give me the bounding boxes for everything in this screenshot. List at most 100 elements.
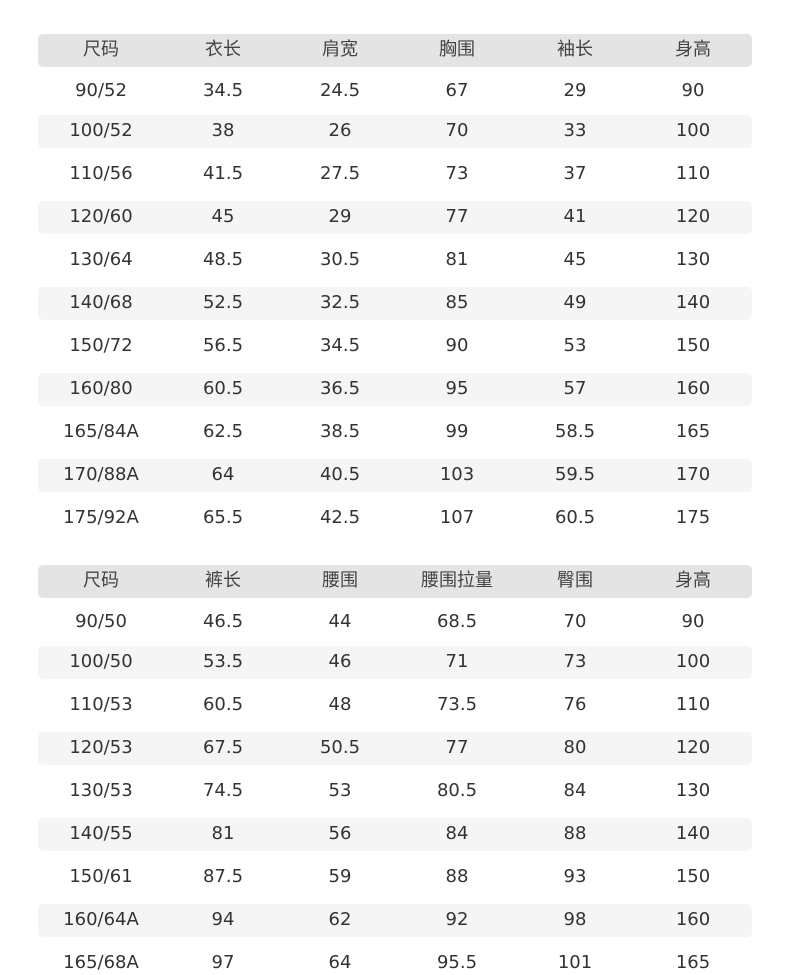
table-cell: 73 (445, 163, 469, 184)
table-cell: 98 (563, 909, 587, 930)
table-cell: 76 (563, 694, 587, 715)
table-cell: 62.5 (202, 421, 244, 442)
table-cell: 81 (211, 823, 235, 844)
table-cell: 90 (681, 80, 705, 101)
table-cell: 80 (563, 737, 587, 758)
table-cell: 95 (445, 378, 469, 399)
row-band (38, 287, 752, 320)
table-cell: 46.5 (202, 611, 244, 632)
table-cell: 52.5 (202, 292, 244, 313)
table-cell: 60.5 (554, 507, 596, 528)
table-cell: 53 (563, 335, 587, 356)
table-cell: 34.5 (319, 335, 361, 356)
header-cell: 臀围 (557, 570, 593, 591)
table-cell: 94 (211, 909, 235, 930)
table-cell: 150 (675, 335, 711, 356)
table-cell: 48 (328, 694, 352, 715)
table-cell: 130/64 (69, 249, 133, 270)
header-cell: 身高 (675, 570, 711, 591)
table-cell: 140 (675, 823, 711, 844)
header-cell: 胸围 (439, 39, 475, 60)
table-cell: 49 (563, 292, 587, 313)
table-cell: 90 (681, 611, 705, 632)
table-cell: 88 (445, 866, 469, 887)
table-cell: 44 (328, 611, 352, 632)
table-cell: 24.5 (319, 80, 361, 101)
table-cell: 100 (675, 651, 711, 672)
table-cell: 93 (563, 866, 587, 887)
table-cell: 77 (445, 737, 469, 758)
table-cell: 53.5 (202, 651, 244, 672)
row-band (38, 459, 752, 492)
table-cell: 175 (675, 507, 711, 528)
table-cell: 67 (445, 80, 469, 101)
table-cell: 150/72 (69, 335, 133, 356)
header-cell: 身高 (675, 39, 711, 60)
table-cell: 73.5 (436, 694, 478, 715)
table-cell: 170 (675, 464, 711, 485)
table-cell: 48.5 (202, 249, 244, 270)
table-header (38, 565, 752, 598)
table-cell: 130 (675, 780, 711, 801)
table-cell: 77 (445, 206, 469, 227)
table-cell: 34.5 (202, 80, 244, 101)
table-cell: 58.5 (554, 421, 596, 442)
table-cell: 160 (675, 909, 711, 930)
table-cell: 160/80 (69, 378, 133, 399)
table-cell: 42.5 (319, 507, 361, 528)
table-cell: 140/68 (69, 292, 133, 313)
row-band (38, 201, 752, 234)
table-cell: 64 (211, 464, 235, 485)
table-cell: 70 (445, 120, 469, 141)
table-cell: 165 (675, 952, 711, 973)
table-cell: 95.5 (436, 952, 478, 973)
table-cell: 120 (675, 737, 711, 758)
table-cell: 165/84A (63, 421, 139, 442)
header-cell: 肩宽 (322, 39, 358, 60)
table-cell: 140 (675, 292, 711, 313)
table-cell: 170/88A (63, 464, 139, 485)
table-cell: 80.5 (436, 780, 478, 801)
table-cell: 32.5 (319, 292, 361, 313)
table-cell: 92 (445, 909, 469, 930)
header-cell: 腰围 (322, 570, 358, 591)
table-cell: 56 (328, 823, 352, 844)
table-cell: 100/52 (69, 120, 133, 141)
table-cell: 38.5 (319, 421, 361, 442)
table-cell: 99 (445, 421, 469, 442)
row-band (38, 818, 752, 851)
table-cell: 160 (675, 378, 711, 399)
row-band (38, 373, 752, 406)
table-cell: 110 (675, 694, 711, 715)
row-band (38, 732, 752, 765)
table-cell: 84 (563, 780, 587, 801)
table-cell: 45 (563, 249, 587, 270)
row-band (38, 904, 752, 937)
table-cell: 67.5 (202, 737, 244, 758)
table-cell: 100/50 (69, 651, 133, 672)
row-band (38, 115, 752, 148)
table-cell: 40.5 (319, 464, 361, 485)
table-cell: 84 (445, 823, 469, 844)
header-cell: 衣长 (205, 39, 241, 60)
table-cell: 87.5 (202, 866, 244, 887)
table-cell: 60.5 (202, 378, 244, 399)
header-cell: 袖长 (557, 39, 593, 60)
table-cell: 120/53 (69, 737, 133, 758)
table-cell: 165/68A (63, 952, 139, 973)
table-cell: 103 (439, 464, 475, 485)
table-cell: 90/50 (75, 611, 127, 632)
header-cell: 尺码 (83, 39, 119, 60)
table-cell: 62 (328, 909, 352, 930)
table-cell: 59 (328, 866, 352, 887)
table-cell: 97 (211, 952, 235, 973)
table-cell: 110 (675, 163, 711, 184)
table-cell: 30.5 (319, 249, 361, 270)
table-cell: 165 (675, 421, 711, 442)
table-cell: 26 (328, 120, 352, 141)
table-cell: 57 (563, 378, 587, 399)
table-cell: 56.5 (202, 335, 244, 356)
table-cell: 53 (328, 780, 352, 801)
table-cell: 46 (328, 651, 352, 672)
